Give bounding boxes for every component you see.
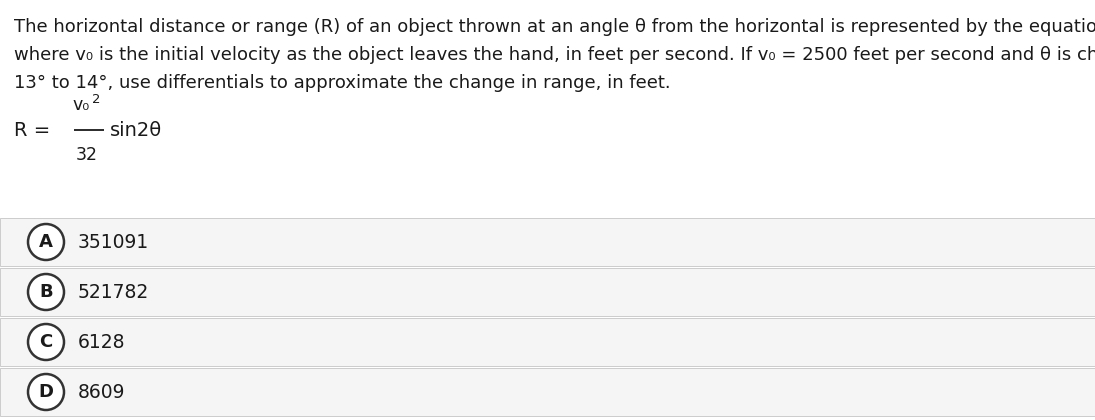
Text: sin2θ: sin2θ <box>110 121 162 139</box>
Text: The horizontal distance or range (R) of an object thrown at an angle θ from the : The horizontal distance or range (R) of … <box>14 18 1095 36</box>
Text: where v₀ is the initial velocity as the object leaves the hand, in feet per seco: where v₀ is the initial velocity as the … <box>14 46 1095 64</box>
Ellipse shape <box>28 374 64 410</box>
Text: A: A <box>39 233 53 251</box>
FancyBboxPatch shape <box>0 368 1095 416</box>
FancyBboxPatch shape <box>0 268 1095 316</box>
Text: D: D <box>38 383 54 401</box>
FancyBboxPatch shape <box>0 318 1095 366</box>
Ellipse shape <box>28 324 64 360</box>
Text: 6128: 6128 <box>78 333 126 352</box>
Text: 351091: 351091 <box>78 233 149 252</box>
Text: R =: R = <box>14 121 50 139</box>
Text: 2: 2 <box>92 93 101 106</box>
Ellipse shape <box>28 224 64 260</box>
FancyBboxPatch shape <box>0 218 1095 266</box>
Ellipse shape <box>28 274 64 310</box>
Text: 521782: 521782 <box>78 283 149 302</box>
Text: 32: 32 <box>76 146 97 164</box>
Text: C: C <box>39 333 53 351</box>
Text: 13° to 14°, use differentials to approximate the change in range, in feet.: 13° to 14°, use differentials to approxi… <box>14 74 670 92</box>
Text: 8609: 8609 <box>78 383 126 402</box>
Text: B: B <box>39 283 53 301</box>
Text: v₀: v₀ <box>72 96 90 114</box>
